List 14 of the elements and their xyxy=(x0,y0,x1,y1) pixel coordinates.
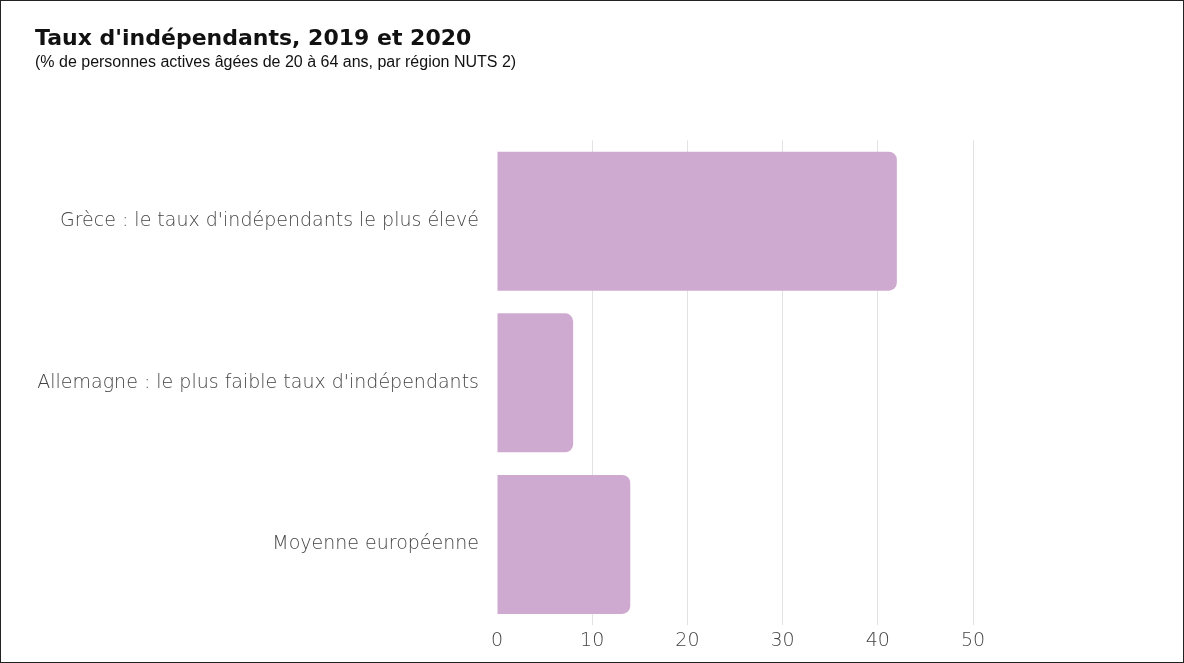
text: Taux d'indépendants, 2019 et 2020 xyxy=(35,25,472,50)
x-tick-label: 40 xyxy=(865,627,890,650)
x-tick-label: 20 xyxy=(675,627,700,650)
x-tick-label: 30 xyxy=(770,627,795,650)
bar xyxy=(497,151,897,291)
y-tick-label: Moyenne européenne xyxy=(272,531,479,554)
x-tick-label: 0 xyxy=(490,627,504,650)
text: (% de personnes actives âgées de 20 à 64 ans, par région NUTS 2) xyxy=(35,53,517,71)
bar xyxy=(497,474,631,614)
bar xyxy=(497,313,574,453)
y-tick-label: Grèce : le taux d'indépendants le plus élevé xyxy=(59,208,479,231)
x-tick-label: 10 xyxy=(580,627,605,650)
x-tick-label: 50 xyxy=(960,627,986,650)
y-tick-label: Allemagne : le plus faible taux d'indépendants xyxy=(37,369,479,392)
